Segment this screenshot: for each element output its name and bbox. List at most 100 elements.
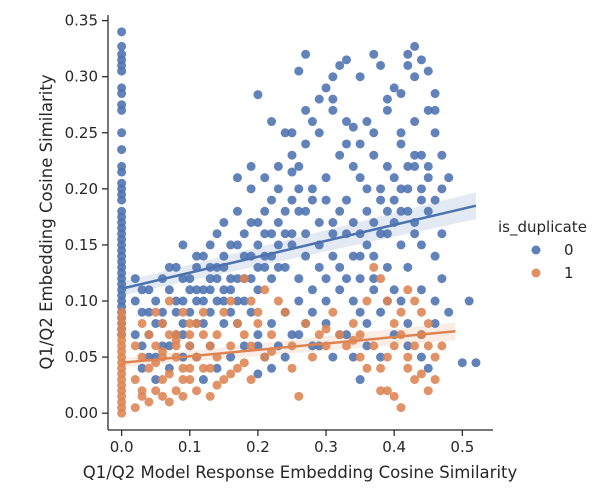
point-series-0 — [267, 117, 277, 127]
point-series-0 — [396, 240, 406, 250]
y-tick-label: 0.25 — [65, 124, 98, 142]
point-series-0 — [362, 318, 372, 328]
point-series-1 — [273, 296, 283, 306]
point-series-1 — [362, 296, 372, 306]
point-series-0 — [396, 128, 406, 138]
point-series-0 — [328, 218, 338, 227]
point-series-0 — [192, 285, 202, 295]
point-series-0 — [185, 285, 195, 295]
point-series-0 — [376, 352, 386, 362]
point-series-0 — [335, 150, 345, 160]
point-series-0 — [464, 296, 474, 306]
point-series-0 — [287, 128, 297, 138]
point-series-0 — [410, 72, 420, 82]
point-series-0 — [369, 150, 379, 160]
point-series-1 — [232, 318, 242, 328]
point-series-1 — [246, 341, 256, 351]
point-series-0 — [287, 195, 297, 205]
point-series-0 — [205, 274, 215, 284]
point-series-0 — [396, 206, 406, 216]
point-series-1 — [389, 391, 399, 401]
point-series-0 — [348, 296, 358, 306]
point-series-0 — [355, 375, 365, 385]
point-series-0 — [328, 251, 338, 261]
point-series-1 — [416, 307, 426, 317]
point-series-0 — [192, 296, 202, 306]
point-series-1 — [267, 330, 277, 340]
point-series-1 — [246, 375, 256, 385]
point-series-0 — [341, 330, 351, 340]
legend: is_duplicate 0 1 — [498, 218, 587, 282]
point-series-1 — [178, 363, 188, 373]
point-series-0 — [212, 363, 222, 373]
point-series-0 — [287, 229, 297, 239]
point-series-0 — [294, 66, 304, 76]
point-series-0 — [198, 251, 208, 261]
point-series-0 — [273, 184, 283, 194]
x-tick-label: 0.2 — [246, 438, 270, 456]
point-series-0 — [226, 285, 236, 295]
point-series-1 — [416, 369, 426, 379]
point-series-0 — [348, 122, 358, 132]
point-series-0 — [369, 274, 379, 284]
point-series-0 — [348, 161, 358, 171]
point-series-1 — [164, 330, 174, 340]
point-series-0 — [307, 184, 317, 194]
point-series-0 — [185, 274, 195, 284]
point-series-0 — [328, 229, 338, 239]
point-series-0 — [423, 363, 433, 373]
point-series-0 — [335, 60, 345, 70]
point-series-0 — [444, 307, 454, 317]
point-series-0 — [219, 218, 229, 227]
point-series-1 — [164, 397, 174, 407]
point-series-1 — [294, 391, 304, 401]
point-series-0 — [253, 262, 263, 272]
point-series-0 — [348, 218, 358, 227]
legend-label-1: 1 — [564, 264, 574, 282]
point-series-0 — [273, 262, 283, 272]
point-series-0 — [246, 307, 256, 317]
point-series-0 — [430, 296, 440, 306]
point-series-1 — [260, 285, 270, 295]
point-series-1 — [335, 330, 345, 340]
point-series-0 — [396, 89, 406, 99]
point-series-0 — [389, 83, 399, 93]
point-series-0 — [328, 105, 338, 115]
point-series-0 — [355, 173, 365, 183]
point-series-1 — [158, 346, 168, 356]
point-series-0 — [158, 307, 168, 317]
point-series-0 — [321, 173, 331, 183]
point-series-1 — [192, 318, 202, 328]
point-series-0 — [226, 240, 236, 250]
point-series-0 — [260, 206, 270, 216]
point-series-0 — [219, 285, 229, 295]
point-series-1 — [376, 386, 386, 396]
point-series-0 — [430, 251, 440, 261]
point-series-0 — [410, 161, 420, 171]
point-series-0 — [164, 341, 174, 351]
point-series-0 — [307, 195, 317, 205]
point-series-0 — [457, 358, 467, 368]
point-series-0 — [130, 296, 140, 306]
y-tick-label: 0.15 — [65, 236, 98, 254]
point-series-0 — [423, 173, 433, 183]
point-series-0 — [396, 296, 406, 306]
point-series-0 — [403, 262, 413, 272]
point-series-0 — [117, 167, 127, 177]
point-series-0 — [219, 251, 229, 261]
point-series-1 — [144, 397, 154, 407]
point-series-0 — [246, 274, 256, 284]
point-series-0 — [321, 195, 331, 205]
point-series-0 — [178, 274, 188, 284]
point-series-0 — [382, 105, 392, 115]
point-series-0 — [280, 229, 290, 239]
point-series-0 — [294, 296, 304, 306]
point-series-0 — [117, 89, 127, 99]
point-series-0 — [382, 229, 392, 239]
point-series-1 — [158, 318, 168, 328]
point-series-0 — [287, 167, 297, 177]
point-series-0 — [287, 330, 297, 340]
point-series-0 — [307, 117, 317, 127]
point-series-0 — [185, 307, 195, 317]
